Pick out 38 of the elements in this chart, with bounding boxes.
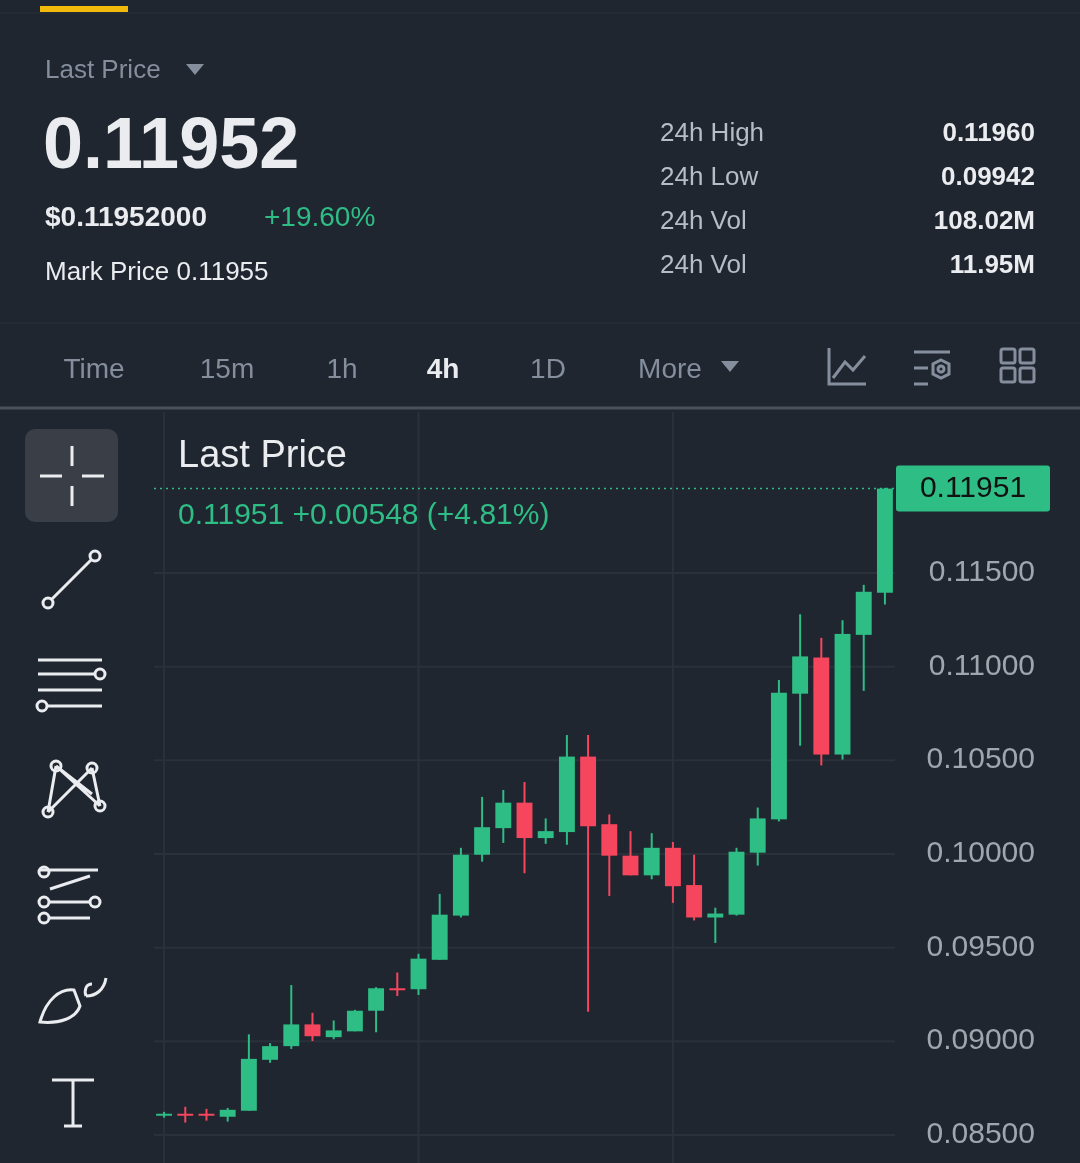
candlestick [389,971,406,997]
text: 24h Low [660,161,759,191]
text: 24h Vol [660,205,747,235]
candlestick [325,1019,342,1041]
text: 0.11960 [942,117,1035,147]
y-tick-label: 0.10500 [926,741,1035,775]
text: Last Price [45,54,161,84]
text: 108.02M [933,205,1035,235]
text: 1D [530,353,566,384]
annotation: 0.11951 +0.00548 (+4.81%) [178,497,550,530]
text: 24h Vol [660,249,747,279]
text: 4h [426,353,460,384]
candlestick [283,984,300,1050]
text: +19.60% [264,201,376,232]
text: 24h High [660,117,765,147]
text: Time [63,353,125,384]
text: 0.09942 [941,161,1035,191]
y-tick-label: 0.11000 [928,647,1035,681]
text: 1h [326,353,358,384]
text: 11.95M [949,249,1035,279]
text: 15m [199,353,255,384]
text: $0.11952000 [45,201,207,232]
y-tick-label: 0.11500 [928,553,1035,587]
text: Last Price [178,433,347,475]
y-tick-label: 0.10000 [926,834,1035,868]
candlestick [177,1105,194,1124]
candlestick [368,986,385,1034]
candlestick [622,830,639,877]
y-tick-label: 0.09500 [926,928,1035,962]
ref-line-label: 0.11951 [919,469,1027,503]
y-tick-label: 0.08500 [926,1115,1035,1149]
text: More [638,353,702,384]
candlestick [537,817,554,845]
candlestick [304,1011,321,1043]
text: 0.11952 [43,103,300,183]
y-tick-label: 0.09000 [926,1022,1035,1056]
candlestick [262,1042,279,1064]
text: Mark Price 0.11955 [45,256,269,286]
